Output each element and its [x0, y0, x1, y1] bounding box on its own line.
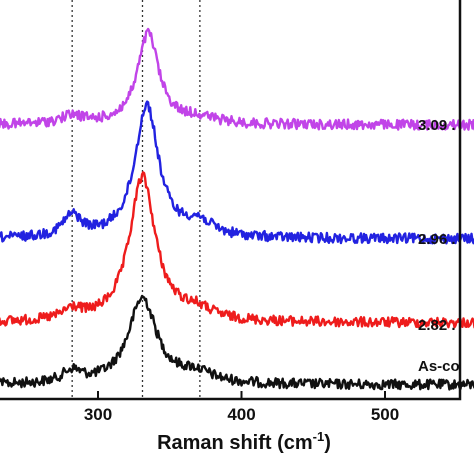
x-tick-label-400: 400 — [227, 405, 255, 424]
series-line-4 — [0, 27, 474, 131]
reference-lines — [71, 0, 201, 398]
x-tick-label-300: 300 — [84, 405, 112, 424]
series-line-2 — [0, 171, 474, 329]
series-label-4: 3.09 . — [418, 117, 456, 134]
series-label-2: 2.82 . — [418, 317, 456, 334]
series-label-3: 2.96 . — [418, 231, 456, 248]
x-axis-title-end: ) — [324, 432, 331, 454]
series-label-1: As-co — [418, 358, 460, 375]
spectra-series — [0, 27, 474, 391]
x-axis-title: Raman shift (cm-1) — [157, 429, 331, 454]
plot-frame — [0, 0, 462, 401]
x-tick-label-500: 500 — [371, 405, 399, 424]
x-axis-ticks: 300 400 500 — [84, 391, 399, 424]
series-line-1 — [0, 294, 474, 391]
series-labels: As-co 2.82 . 2.96 . 3.09 . — [418, 117, 460, 375]
series-line-3 — [0, 100, 474, 245]
x-axis-title-main: Raman shift (cm — [157, 432, 313, 454]
x-axis-title-sup: -1 — [313, 429, 325, 444]
